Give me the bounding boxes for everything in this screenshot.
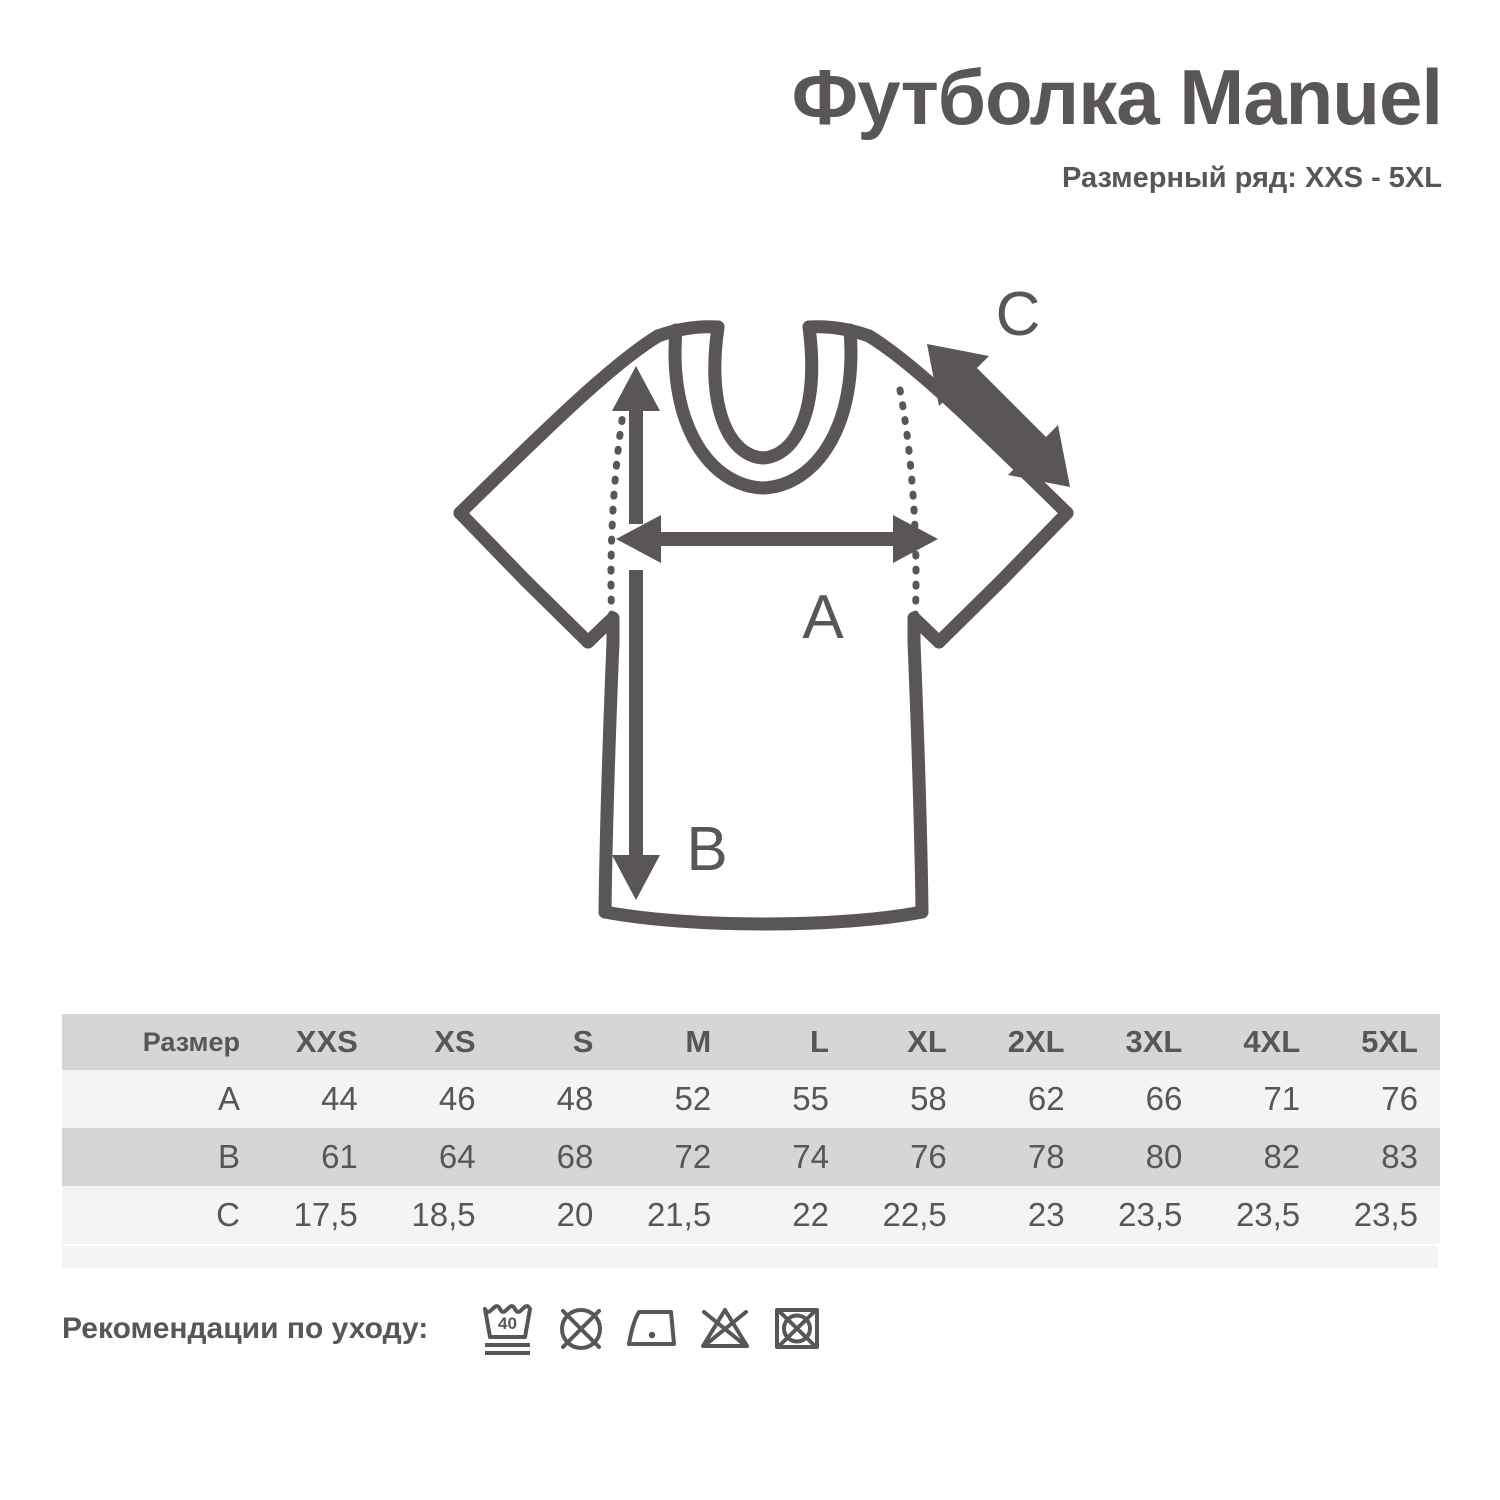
svg-text:40: 40 bbox=[498, 1314, 517, 1333]
cell-b-5xl: 83 bbox=[1322, 1128, 1440, 1186]
table-header-xxs: XXS bbox=[262, 1014, 380, 1070]
cell-a-m: 52 bbox=[615, 1070, 734, 1128]
cell-c-5xl: 23,5 bbox=[1322, 1186, 1440, 1244]
cell-b-m: 72 bbox=[615, 1128, 734, 1186]
measure-c-arrow bbox=[927, 344, 1070, 487]
measure-a-arrow bbox=[616, 515, 938, 563]
cell-b-s: 68 bbox=[497, 1128, 616, 1186]
header: Футболка Manuel Размерный ряд: XXS - 5XL bbox=[791, 53, 1443, 195]
measure-b-label: B bbox=[686, 815, 727, 884]
table-header-row: Размер XXS XS S M L XL 2XL 3XL 4XL 5XL bbox=[62, 1014, 1440, 1070]
cell-a-4xl: 71 bbox=[1204, 1070, 1323, 1128]
cell-a-l: 55 bbox=[733, 1070, 851, 1128]
cell-c-l: 22 bbox=[733, 1186, 851, 1244]
cell-b-3xl: 80 bbox=[1086, 1128, 1205, 1186]
do-not-bleach-icon bbox=[552, 1300, 610, 1358]
table-header-xs: XS bbox=[379, 1014, 498, 1070]
cell-c-2xl: 23 bbox=[968, 1186, 1087, 1244]
cell-c-xxs: 17,5 bbox=[262, 1186, 380, 1244]
care-label: Рекомендации по уходу: bbox=[62, 1312, 429, 1345]
row-label-b: B bbox=[62, 1128, 262, 1186]
table-header-3xl: 3XL bbox=[1086, 1014, 1205, 1070]
do-not-dry-clean-icon bbox=[696, 1300, 754, 1358]
table-row-b: B 61 64 68 72 74 76 78 80 82 83 bbox=[62, 1128, 1440, 1186]
table-header-5xl: 5XL bbox=[1322, 1014, 1440, 1070]
measure-b-arrow bbox=[612, 570, 660, 900]
table-header-s: S bbox=[497, 1014, 616, 1070]
table-row-c: C 17,5 18,5 20 21,5 22 22,5 23 23,5 23,5… bbox=[62, 1186, 1440, 1244]
cell-b-2xl: 78 bbox=[968, 1128, 1087, 1186]
table-header-xl: XL bbox=[850, 1014, 969, 1070]
table-header-l: L bbox=[733, 1014, 851, 1070]
cell-a-xl: 58 bbox=[850, 1070, 969, 1128]
size-range-subtitle: Размерный ряд: XXS - 5XL bbox=[1062, 162, 1442, 194]
wash-40-delicate-icon: 40 bbox=[480, 1300, 538, 1358]
cell-b-4xl: 82 bbox=[1204, 1128, 1323, 1186]
cell-b-l: 74 bbox=[733, 1128, 851, 1186]
table-bottom-padding bbox=[62, 1246, 1438, 1268]
cell-c-4xl: 23,5 bbox=[1204, 1186, 1323, 1244]
iron-low-one-dot-icon bbox=[624, 1300, 682, 1358]
cell-a-xxs: 44 bbox=[262, 1070, 380, 1128]
table-header-size-label: Размер bbox=[62, 1014, 262, 1070]
size-table: Размер XXS XS S M L XL 2XL 3XL 4XL 5XL A… bbox=[62, 1014, 1440, 1244]
cell-a-2xl: 62 bbox=[968, 1070, 1087, 1128]
table-header-2xl: 2XL bbox=[968, 1014, 1087, 1070]
cell-c-xl: 22,5 bbox=[850, 1186, 969, 1244]
measure-c-label: C bbox=[996, 280, 1041, 349]
cell-c-s: 20 bbox=[497, 1186, 616, 1244]
do-not-tumble-dry-icon bbox=[768, 1300, 826, 1358]
cell-b-xs: 64 bbox=[379, 1128, 498, 1186]
row-label-a: A bbox=[62, 1070, 262, 1128]
table-row-a: A 44 46 48 52 55 58 62 66 71 76 bbox=[62, 1070, 1440, 1128]
care-icon-row: 40 bbox=[480, 1300, 826, 1358]
measure-a-label: A bbox=[802, 583, 844, 652]
tshirt-diagram: A B C bbox=[430, 270, 1090, 950]
row-label-c: C bbox=[62, 1186, 262, 1244]
cell-c-xs: 18,5 bbox=[379, 1186, 498, 1244]
cell-a-s: 48 bbox=[497, 1070, 616, 1128]
cell-c-3xl: 23,5 bbox=[1086, 1186, 1205, 1244]
cell-a-3xl: 66 bbox=[1086, 1070, 1205, 1128]
cell-b-xxs: 61 bbox=[262, 1128, 380, 1186]
cell-a-5xl: 76 bbox=[1322, 1070, 1440, 1128]
cell-a-xs: 46 bbox=[379, 1070, 498, 1128]
cell-c-m: 21,5 bbox=[615, 1186, 734, 1244]
measure-shoulder-arrow bbox=[612, 366, 660, 524]
page-title: Футболка Manuel bbox=[791, 53, 1443, 141]
care-instructions: Рекомендации по уходу: 40 bbox=[62, 1298, 826, 1360]
cell-b-xl: 76 bbox=[850, 1128, 969, 1186]
table-header-m: M bbox=[615, 1014, 734, 1070]
table-header-4xl: 4XL bbox=[1204, 1014, 1323, 1070]
